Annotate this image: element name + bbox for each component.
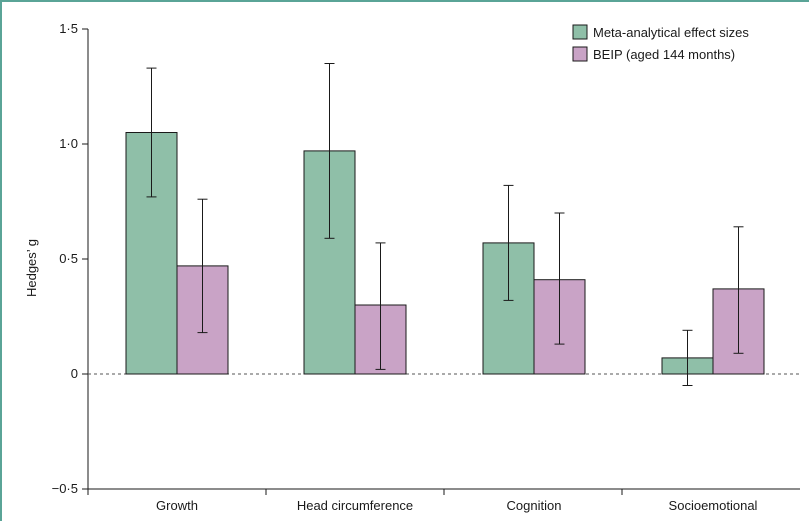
bars <box>125 132 765 375</box>
y-tick-label: −0·5 <box>52 481 78 496</box>
x-category-label: Socioemotional <box>669 498 758 513</box>
x-category-label: Cognition <box>507 498 562 513</box>
y-axis-title: Hedges’ g <box>24 239 39 297</box>
legend-label: Meta-analytical effect sizes <box>593 25 749 40</box>
x-axis: Growth Head circumference Cognition Socioem… <box>87 488 800 513</box>
x-category-label: Head circumference <box>297 498 413 513</box>
legend: Meta-analytical effect sizes BEIP (aged 1… <box>572 24 749 62</box>
legend-swatch-meta <box>572 24 588 40</box>
y-tick-label: 0 <box>71 366 78 381</box>
y-tick-label: 1·0 <box>59 136 78 151</box>
legend-swatch-beip <box>572 46 588 62</box>
error-bars <box>146 63 744 386</box>
y-tick-label: 1·5 <box>59 21 78 36</box>
y-tick-label: 0·5 <box>59 251 78 266</box>
x-category-label: Growth <box>156 498 198 513</box>
legend-label: BEIP (aged 144 months) <box>593 47 735 62</box>
y-axis: −0·5 0 0·5 1·0 1·5 <box>52 21 89 496</box>
